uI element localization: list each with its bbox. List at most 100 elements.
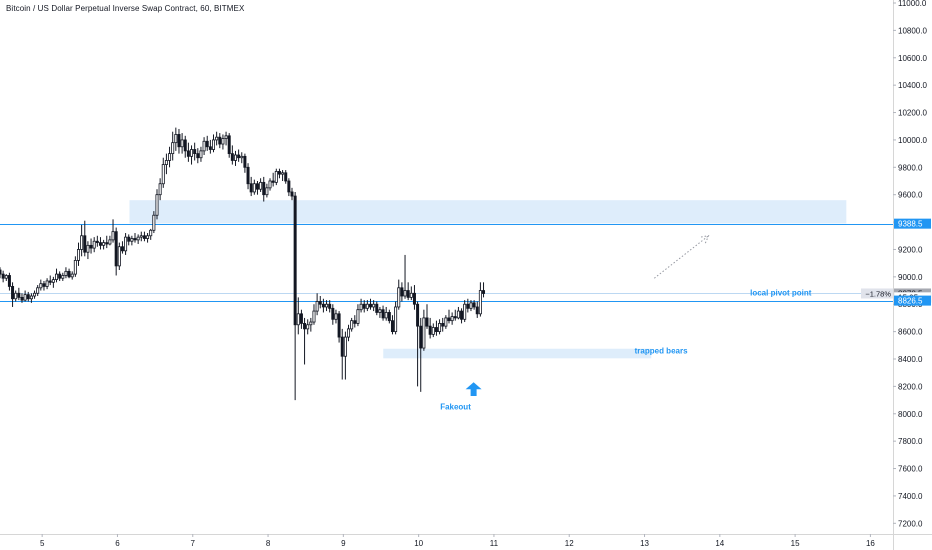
candle [450, 312, 454, 325]
candle [340, 328, 344, 380]
candle [67, 268, 71, 279]
candle [45, 278, 49, 290]
candle-body [281, 172, 285, 175]
candle [444, 315, 448, 329]
candle [350, 317, 354, 332]
candle-body [303, 322, 307, 330]
x-tick-label: 9 [341, 539, 346, 548]
candle-body [149, 229, 153, 237]
candle-body [359, 303, 363, 311]
y-tick-label: 8600.0 [898, 328, 923, 337]
candle [1, 270, 5, 283]
candle-body [114, 231, 118, 267]
candle [299, 309, 303, 329]
candle [252, 179, 256, 195]
candle [409, 286, 413, 301]
y-tick-label: 9800.0 [898, 163, 923, 172]
candle-body [425, 317, 429, 327]
candle [158, 178, 162, 201]
candle [142, 231, 146, 242]
candle-body [36, 287, 40, 294]
candle-body [450, 316, 454, 322]
candle [205, 135, 209, 151]
candle [422, 309, 426, 351]
candle-body [202, 140, 206, 152]
candle-body [142, 235, 146, 239]
local-pivot-point-label: local pivot point [750, 289, 812, 298]
candle [390, 315, 394, 335]
candle [296, 297, 300, 335]
chart-title: Bitcoin / US Dollar Perpetual Inverse Sw… [6, 4, 245, 13]
price-label-text: 8826.5 [898, 297, 923, 306]
candle [161, 157, 165, 188]
y-tick-label: 9600.0 [898, 191, 923, 200]
candle [428, 317, 432, 339]
candle-body [422, 317, 426, 349]
candle [139, 231, 143, 242]
candle [303, 317, 307, 365]
candle-body [365, 303, 369, 309]
candle [284, 170, 288, 184]
candle-body [428, 325, 432, 335]
candle [274, 168, 278, 186]
candle-body [412, 292, 416, 305]
x-tick-label: 12 [565, 539, 574, 548]
candle [105, 235, 109, 249]
candle [466, 298, 470, 313]
candle [7, 272, 11, 291]
candle-body [7, 275, 11, 287]
candle-body [20, 296, 24, 301]
candle [265, 183, 269, 198]
candle-body [95, 240, 99, 244]
candle [287, 178, 291, 197]
candle [478, 282, 482, 317]
candle-body [227, 135, 231, 155]
candle-body [375, 303, 379, 313]
candle-body [255, 183, 259, 190]
candle-body [296, 313, 300, 326]
candle [42, 280, 46, 291]
x-tick-label: 10 [414, 539, 423, 548]
candle [375, 301, 379, 316]
candle-body [164, 160, 168, 165]
candle [472, 300, 476, 310]
candle-body [287, 180, 291, 193]
candle [149, 228, 153, 240]
candle [218, 133, 222, 149]
candle [321, 298, 325, 313]
candle [227, 133, 231, 158]
candle [271, 172, 275, 187]
candle [26, 291, 30, 302]
x-tick-label: 13 [640, 539, 649, 548]
candle-body [337, 313, 341, 338]
candle-body [183, 139, 187, 152]
candle-body [92, 240, 96, 249]
price-label-text: 9388.5 [898, 220, 923, 229]
candle [133, 233, 137, 243]
highlight-zones [129, 200, 847, 359]
candle [434, 320, 438, 336]
y-tick-label: 9200.0 [898, 245, 923, 254]
candle-body [155, 194, 159, 216]
candle [208, 139, 212, 154]
candle-body [196, 153, 200, 159]
candle-body [466, 303, 470, 309]
y-tick-label: 7600.0 [898, 465, 923, 474]
candle [73, 256, 77, 277]
y-tick-label: 8000.0 [898, 410, 923, 419]
candle-body [372, 303, 376, 308]
candle-body [265, 187, 269, 196]
candle [136, 234, 140, 244]
price-label-88265: 8826.5 [894, 295, 931, 306]
candle [29, 293, 33, 303]
candle-body [268, 180, 272, 189]
candle [312, 304, 316, 325]
candle [463, 300, 467, 323]
candle [475, 301, 479, 318]
price-label-box [894, 295, 931, 306]
candle-body [321, 303, 325, 308]
candle-body [309, 321, 313, 326]
candle [70, 271, 74, 280]
candle-body [190, 149, 194, 157]
